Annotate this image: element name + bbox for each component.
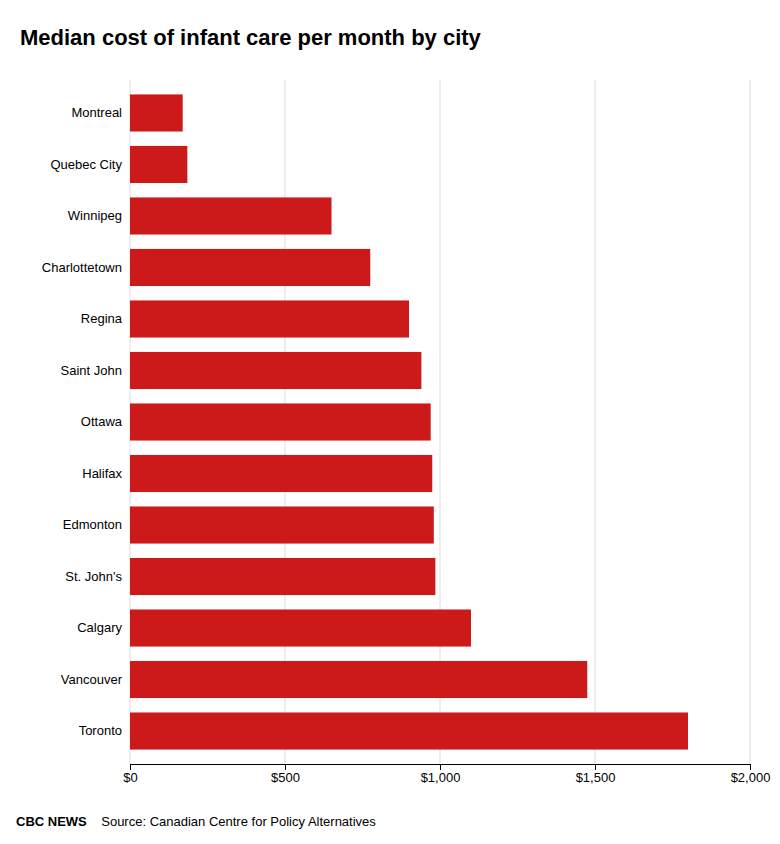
y-tick-label: Montreal xyxy=(71,105,122,120)
y-tick: Regina xyxy=(81,311,123,326)
bar xyxy=(130,403,431,440)
y-tick-label: Regina xyxy=(81,311,123,326)
x-tick-mark xyxy=(750,764,751,770)
title: Median cost of infant care per month by … xyxy=(20,25,482,50)
y-tick: Halifax xyxy=(82,466,122,481)
bar xyxy=(130,197,332,234)
x-tick-mark xyxy=(285,764,286,770)
annotation: Source: Canadian Centre for Policy Alter… xyxy=(87,814,377,829)
x-tick-mark xyxy=(595,764,596,770)
y-tick-label: Edmonton xyxy=(63,517,122,532)
y-tick: Edmonton xyxy=(63,517,122,532)
x-tick-mark xyxy=(440,764,441,770)
x-tick: $1,000 xyxy=(421,764,461,785)
y-tick: St. John's xyxy=(65,569,122,584)
x-tick-label: $0 xyxy=(123,770,137,785)
y-tick: Saint John xyxy=(61,363,122,378)
y-tick: Toronto xyxy=(79,723,122,738)
grid xyxy=(130,80,750,764)
annotation: CBC NEWS xyxy=(16,814,87,829)
bar xyxy=(130,94,183,131)
y-tick-label: St. John's xyxy=(65,569,122,584)
y-tick-label: Quebec City xyxy=(50,157,122,172)
footer: CBC NEWS Source: Canadian Centre for Pol… xyxy=(16,814,376,829)
y-tick: Ottawa xyxy=(81,414,123,429)
bar xyxy=(130,712,688,749)
grid-line xyxy=(750,80,751,764)
x-tick-label: $1,500 xyxy=(576,770,616,785)
y-tick-label: Winnipeg xyxy=(68,208,122,223)
x-tick-label: $500 xyxy=(271,770,300,785)
y-tick-label: Halifax xyxy=(82,466,122,481)
x-axis-line xyxy=(131,765,751,771)
y-tick-label: Vancouver xyxy=(61,672,123,687)
x-tick-label: $2,000 xyxy=(731,770,771,785)
x-tick-label: $1,000 xyxy=(421,770,461,785)
bar xyxy=(130,455,432,492)
x-tick: $1,500 xyxy=(576,764,616,785)
x-tick: $2,000 xyxy=(731,764,771,785)
bar xyxy=(130,352,421,389)
x-tick-mark xyxy=(130,764,131,770)
y-tick: Quebec City xyxy=(50,157,122,172)
y-tick-label: Calgary xyxy=(77,620,122,635)
plot: $0 $500 $1,000 $1,500 $2,000 Montreal Quebec C… xyxy=(42,80,771,785)
x-tick: $0 xyxy=(123,764,137,785)
bars xyxy=(130,94,688,749)
grid-line xyxy=(595,80,596,764)
y-axis: Montreal Quebec City Winnipeg Charlottetown… xyxy=(42,105,123,738)
bar xyxy=(130,146,187,183)
y-tick-label: Ottawa xyxy=(81,414,123,429)
y-tick-label: Charlottetown xyxy=(42,260,122,275)
y-tick: Winnipeg xyxy=(68,208,122,223)
bar xyxy=(130,249,370,286)
y-tick-label: Toronto xyxy=(79,723,122,738)
x-axis: $0 $500 $1,000 $1,500 $2,000 xyxy=(123,764,770,785)
bar xyxy=(130,661,587,698)
y-tick-label: Saint John xyxy=(61,363,122,378)
x-tick: $500 xyxy=(271,764,300,785)
chart: $0 $500 $1,000 $1,500 $2,000 Montreal Quebec C… xyxy=(0,0,780,844)
bar xyxy=(130,558,435,595)
bar xyxy=(130,506,434,543)
y-tick: Vancouver xyxy=(61,672,123,687)
y-tick: Charlottetown xyxy=(42,260,122,275)
bar xyxy=(130,300,409,337)
bar xyxy=(130,609,471,646)
y-tick: Calgary xyxy=(77,620,122,635)
y-tick: Montreal xyxy=(71,105,122,120)
